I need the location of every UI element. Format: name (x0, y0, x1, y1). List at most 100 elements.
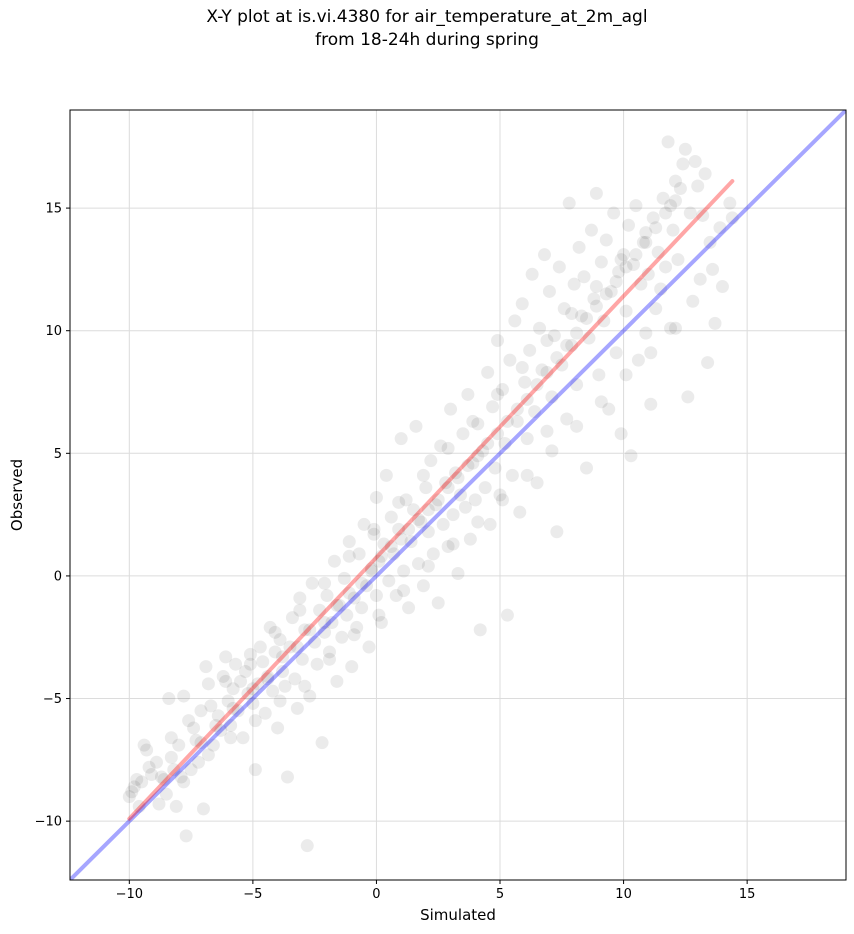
data-point-286 (248, 714, 262, 728)
data-point-189 (612, 265, 626, 279)
data-point-222 (693, 272, 707, 286)
data-point-142 (495, 383, 509, 397)
data-point-60 (295, 652, 309, 666)
data-point-136 (481, 365, 495, 379)
y-tick-label-5: 15 (45, 202, 62, 217)
data-point-298 (545, 444, 559, 458)
data-point-159 (537, 248, 551, 262)
data-point-256 (431, 493, 445, 507)
data-point-195 (626, 257, 640, 271)
data-point-255 (421, 503, 435, 517)
data-point-127 (458, 500, 472, 514)
data-point-140 (491, 334, 505, 348)
data-point-87 (362, 640, 376, 654)
data-point-238 (209, 719, 223, 733)
data-point-210 (664, 321, 678, 335)
data-point-231 (723, 196, 737, 210)
data-point-14 (177, 689, 191, 703)
data-point-41 (248, 763, 262, 777)
data-point-242 (276, 650, 290, 664)
data-point-66 (310, 657, 324, 671)
data-point-169 (562, 196, 576, 210)
x-tick-label-5: 15 (739, 887, 756, 902)
data-point-321 (565, 307, 579, 321)
data-point-62 (300, 839, 314, 853)
data-point-135 (478, 481, 492, 495)
data-point-144 (500, 608, 514, 622)
data-point-259 (461, 459, 475, 473)
data-point-120 (441, 539, 455, 553)
chart-subtitle: from 18-24h during spring (315, 30, 539, 50)
data-point-265 (520, 392, 534, 406)
data-point-49 (268, 645, 282, 659)
data-point-53 (278, 679, 292, 693)
data-point-156 (530, 476, 544, 490)
data-point-18 (187, 721, 201, 735)
data-point-12 (172, 738, 186, 752)
data-point-228 (708, 316, 722, 330)
y-tick-label-0: −10 (35, 815, 62, 830)
data-point-132 (471, 417, 485, 431)
x-tick-label-2: 0 (372, 887, 380, 902)
data-point-74 (330, 674, 344, 688)
data-point-324 (639, 226, 653, 240)
data-point-9 (162, 692, 176, 706)
data-point-100 (392, 522, 406, 536)
data-point-294 (446, 537, 460, 551)
data-point-282 (152, 797, 166, 811)
data-point-125 (453, 488, 467, 502)
data-point-155 (528, 405, 542, 419)
data-point-190 (614, 427, 628, 441)
data-point-15 (179, 829, 193, 843)
y-axis-label: Observed (8, 459, 26, 531)
data-point-64 (305, 576, 319, 590)
data-point-227 (706, 262, 720, 276)
data-point-184 (599, 233, 613, 247)
data-point-285 (224, 731, 238, 745)
data-point-77 (337, 571, 351, 585)
data-point-28 (216, 669, 230, 683)
data-point-90 (369, 589, 383, 603)
data-point-319 (515, 360, 529, 374)
data-point-73 (327, 554, 341, 568)
data-point-268 (550, 351, 564, 365)
data-point-133 (473, 623, 487, 637)
data-point-325 (664, 199, 678, 213)
data-point-93 (374, 616, 388, 630)
data-point-81 (347, 591, 361, 605)
data-point-55 (283, 640, 297, 654)
data-point-171 (567, 277, 581, 291)
data-point-113 (424, 454, 438, 468)
data-point-230 (715, 280, 729, 294)
data-point-79 (342, 535, 356, 549)
data-point-119 (439, 476, 453, 490)
data-point-283 (177, 775, 191, 789)
data-point-63 (303, 689, 317, 703)
data-point-160 (540, 424, 554, 438)
data-point-312 (342, 549, 356, 563)
data-point-56 (285, 611, 299, 625)
data-point-26 (211, 709, 225, 723)
data-point-287 (273, 694, 287, 708)
data-point-203 (646, 211, 660, 225)
data-point-67 (313, 603, 327, 617)
data-point-7 (154, 770, 168, 784)
data-point-315 (416, 468, 430, 482)
data-point-269 (560, 338, 574, 352)
data-point-307 (219, 674, 233, 688)
data-point-292 (397, 584, 411, 598)
data-point-121 (444, 402, 458, 416)
data-point-175 (577, 270, 591, 284)
data-point-16 (182, 714, 196, 728)
data-point-239 (226, 701, 240, 715)
data-point-165 (552, 260, 566, 274)
data-point-88 (365, 562, 379, 576)
data-point-263 (500, 414, 514, 428)
data-point-199 (636, 235, 650, 249)
data-point-29 (219, 650, 233, 664)
data-point-47 (263, 620, 277, 634)
data-point-206 (654, 282, 668, 296)
data-point-302 (644, 346, 658, 360)
data-point-197 (631, 353, 645, 367)
data-point-148 (510, 414, 524, 428)
